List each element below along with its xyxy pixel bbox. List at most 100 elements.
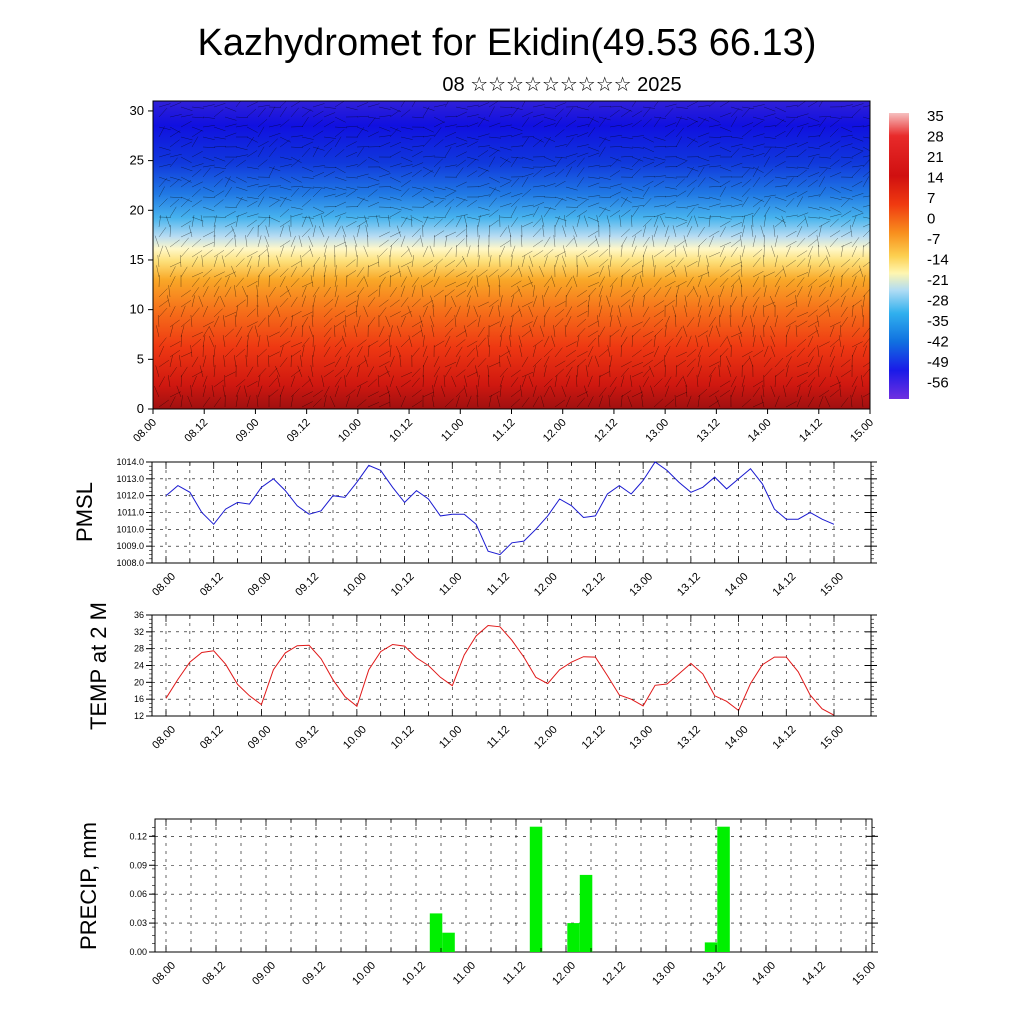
heatmap-ytick-label: 0	[137, 401, 144, 416]
xtick-label: 13.12	[700, 960, 728, 988]
pmsl-panel: 1008.0 1009.0 1010.0 1011.0 1012.0 1013.0 1014…	[72, 457, 877, 599]
xtick-label: 10.12	[400, 960, 428, 988]
precip-bar	[442, 932, 455, 952]
heatmap-xtick-label: 13.12	[695, 417, 723, 445]
xtick-label: 10.12	[389, 571, 417, 599]
xtick-label: 08.00	[150, 724, 178, 752]
colorbar-label: 21	[927, 149, 944, 166]
xtick-label: 11.12	[501, 960, 528, 987]
xtick-label: 14.12	[800, 960, 828, 988]
temp-panel: 12 16 20 24 28 32 36 08.00 08.12 09.00 09.12 10.00…	[86, 602, 877, 752]
ytick-label: 1010.0	[116, 524, 144, 534]
xtick-label: 14.12	[770, 571, 798, 599]
pmsl-frame	[151, 461, 872, 564]
heatmap-xtick-label: 09.00	[234, 417, 262, 445]
colorbar-label: 28	[927, 129, 944, 146]
colorbar-label: -21	[927, 272, 949, 289]
ytick-label: 1008.0	[116, 558, 144, 568]
xtick-label: 12.12	[580, 571, 608, 599]
ytick-label: 0.06	[129, 889, 147, 899]
precip-bar	[529, 826, 543, 952]
xtick-label: 10.12	[389, 724, 417, 752]
colorbar-label: -56	[927, 375, 949, 392]
colorbar-label: -28	[927, 293, 949, 310]
xtick-label: 12.12	[600, 960, 628, 988]
xtick-label: 13.00	[650, 960, 678, 988]
ytick-label: 32	[134, 627, 144, 637]
pmsl-ylabel: PMSL	[72, 482, 97, 542]
xtick-label: 13.12	[675, 571, 703, 599]
precip-panel: 0.00 0.03 0.06 0.09 0.12 08.00 08.12 09.00 09.1…	[76, 818, 878, 988]
ytick-label: 0.03	[129, 918, 147, 928]
heatmap-ytick-label: 25	[130, 153, 144, 168]
pmsl-grid	[152, 461, 871, 564]
colorbar-labels: 35 28 21 14 7 0 -7 -14 -21 -28 -35 -42 -49 -56	[927, 108, 949, 392]
precip-y-ticks: 0.00 0.03 0.06 0.09 0.12	[129, 827, 878, 957]
xtick-label: 15.00	[818, 571, 846, 599]
colorbar-gradient	[889, 113, 909, 399]
xtick-label: 14.00	[723, 724, 751, 752]
ytick-label: 28	[134, 644, 144, 654]
xtick-label: 11.12	[485, 724, 512, 751]
xtick-label: 11.12	[485, 571, 512, 598]
xtick-label: 09.12	[293, 724, 321, 752]
ytick-label: 1014.0	[116, 457, 144, 467]
xtick-label: 12.12	[580, 724, 608, 752]
precip-frame	[154, 818, 873, 953]
colorbar-label: 35	[927, 108, 944, 125]
xtick-label: 08.12	[198, 724, 226, 752]
temp-frame	[151, 614, 872, 717]
pmsl-series-line	[165, 461, 835, 556]
heatmap-ytick-label: 5	[137, 351, 144, 366]
ytick-label: 1013.0	[116, 474, 144, 484]
xtick-label: 10.00	[341, 571, 369, 599]
xtick-label: 12.00	[532, 571, 560, 599]
heatmap-xtick-label: 11.12	[490, 417, 517, 444]
colorbar-label: -42	[927, 334, 949, 351]
xtick-label: 13.00	[627, 571, 655, 599]
heatmap-xtick-label: 15.00	[848, 417, 876, 445]
xtick-label: 10.00	[350, 960, 378, 988]
heatmap-xtick-label: 11.00	[439, 417, 466, 444]
heatmap-xtick-label: 13.00	[643, 417, 671, 445]
colorbar-label: -35	[927, 313, 949, 330]
xtick-label: 14.00	[750, 960, 778, 988]
xtick-label: 11.00	[451, 960, 478, 987]
heatmap-xtick-label: 12.12	[592, 417, 620, 445]
ytick-label: 1012.0	[116, 491, 144, 501]
colorbar-label: 0	[927, 211, 935, 228]
xtick-label: 11.00	[437, 571, 464, 598]
ytick-label: 1011.0	[117, 508, 144, 518]
xtick-label: 10.00	[341, 724, 369, 752]
xtick-label: 12.00	[532, 724, 560, 752]
ytick-label: 1009.0	[116, 541, 144, 551]
heatmap-xtick-label: 10.00	[336, 417, 364, 445]
xtick-label: 15.00	[818, 724, 846, 752]
xtick-label: 08.12	[198, 571, 226, 599]
wind-barb-lines	[154, 101, 870, 408]
xtick-label: 12.00	[550, 960, 578, 988]
precip-bar	[567, 923, 580, 952]
xtick-label: 09.12	[300, 960, 328, 988]
colorbar-label: 14	[927, 170, 944, 187]
heatmap-xtick-label: 08.00	[131, 417, 159, 445]
heatmap-xtick-label: 12.00	[541, 417, 569, 445]
precip-bar	[579, 874, 593, 952]
colorbar-label: 7	[927, 190, 935, 207]
heatmap-xtick-label: 08.12	[182, 417, 210, 445]
heatmap-ytick-label: 30	[130, 103, 144, 118]
xtick-label: 09.00	[246, 571, 274, 599]
ytick-label: 24	[134, 661, 144, 671]
heatmap-y-ticks: 0 5 10 15 20 25 30	[130, 103, 153, 416]
heatmap-xtick-label: 10.12	[387, 417, 415, 445]
ytick-label: 20	[134, 677, 144, 687]
temp-y-ticks: 12 16 20 24 28 32 36	[134, 610, 877, 721]
precip-bar	[429, 913, 443, 952]
chart-subtitle: 08 ☆☆☆☆☆☆☆☆☆ 2025	[442, 74, 681, 96]
ytick-label: 16	[134, 694, 144, 704]
xtick-label: 13.00	[627, 724, 655, 752]
temp-ylabel: TEMP at 2 M	[86, 602, 111, 730]
colorbar-label: -7	[927, 231, 940, 248]
ytick-label: 0.09	[129, 860, 147, 870]
chart-title: Kazhydromet for Ekidin(49.53 66.13)	[198, 22, 817, 64]
